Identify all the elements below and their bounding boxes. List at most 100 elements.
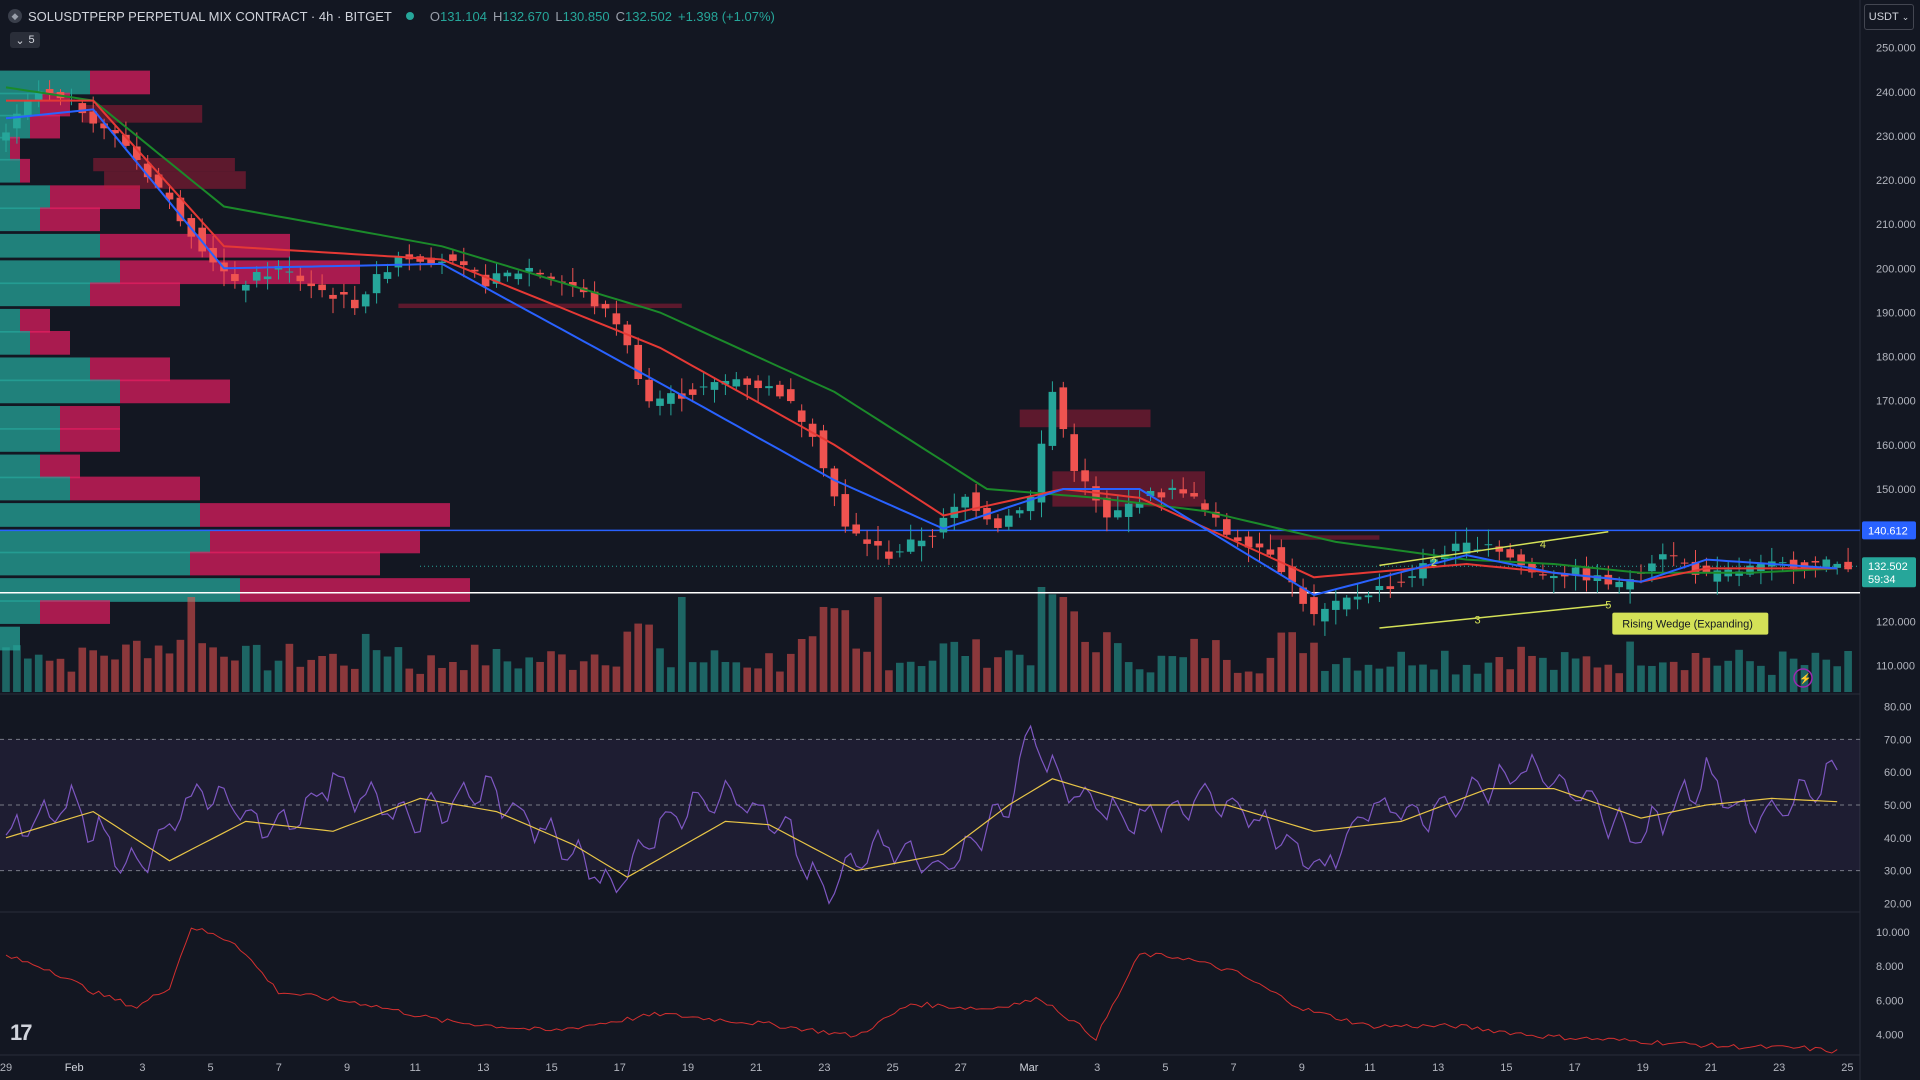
candle-body[interactable]	[667, 393, 675, 404]
candle-body[interactable]	[1059, 387, 1068, 430]
candle-body[interactable]	[1288, 566, 1297, 583]
candle-body[interactable]	[2, 132, 10, 141]
candle-body[interactable]	[765, 386, 773, 389]
candle-body[interactable]	[525, 267, 534, 272]
candle-body[interactable]	[1604, 574, 1613, 585]
candle-body[interactable]	[1124, 503, 1133, 517]
candle-body[interactable]	[459, 261, 468, 266]
candle-body[interactable]	[1299, 587, 1307, 604]
candle-body[interactable]	[1277, 547, 1286, 573]
candle-body[interactable]	[318, 284, 326, 291]
candle-body[interactable]	[34, 91, 43, 100]
candle-body[interactable]	[1822, 559, 1831, 567]
alert-lightning-icon[interactable]	[1793, 668, 1813, 688]
candle-body[interactable]	[612, 313, 621, 325]
candle-body[interactable]	[1190, 493, 1198, 497]
candle-body[interactable]	[699, 386, 708, 388]
symbol-header[interactable]: ◆ SOLUSDTPERP PERPETUAL MIX CONTRACT · 4…	[8, 6, 775, 26]
candle-body[interactable]	[1451, 543, 1460, 552]
candle-body[interactable]	[514, 273, 523, 280]
candle-body[interactable]	[841, 494, 850, 527]
candle-body[interactable]	[797, 410, 806, 422]
candle-body[interactable]	[165, 192, 174, 200]
candle-body[interactable]	[427, 257, 435, 264]
candle-body[interactable]	[1484, 544, 1493, 546]
candle-body[interactable]	[972, 492, 980, 511]
candle-body[interactable]	[754, 380, 762, 389]
candle-body[interactable]	[1212, 511, 1220, 518]
candle-body[interactable]	[198, 227, 207, 252]
candle-body[interactable]	[928, 535, 937, 537]
candle-body[interactable]	[1070, 434, 1079, 472]
candle-body[interactable]	[1517, 554, 1525, 566]
candle-body[interactable]	[78, 103, 87, 114]
candle-body[interactable]	[1015, 510, 1024, 514]
candle-body[interactable]	[481, 274, 490, 287]
candle-body[interactable]	[383, 272, 392, 279]
candle-body[interactable]	[1680, 562, 1689, 564]
candle-body[interactable]	[1658, 554, 1667, 560]
candle-body[interactable]	[470, 269, 479, 272]
candle-body[interactable]	[601, 304, 610, 309]
candle-body[interactable]	[1201, 503, 1209, 510]
candle-body[interactable]	[1375, 585, 1384, 591]
candle-body[interactable]	[1571, 567, 1580, 576]
candle-body[interactable]	[536, 272, 544, 275]
candle-body[interactable]	[1560, 573, 1569, 577]
candle-body[interactable]	[13, 113, 21, 129]
candle-body[interactable]	[1331, 600, 1340, 610]
candle-body[interactable]	[492, 273, 501, 284]
candle-body[interactable]	[1081, 470, 1089, 482]
candle-body[interactable]	[590, 291, 599, 307]
candle-body[interactable]	[296, 275, 305, 282]
candle-body[interactable]	[1691, 561, 1700, 575]
candle-body[interactable]	[786, 389, 795, 402]
candle-body[interactable]	[143, 163, 152, 178]
candle-body[interactable]	[176, 197, 185, 222]
candle-body[interactable]	[1669, 555, 1678, 557]
candle-body[interactable]	[863, 539, 871, 544]
candle-body[interactable]	[350, 299, 359, 309]
symbol-title[interactable]: SOLUSDTPERP PERPETUAL MIX CONTRACT · 4h …	[28, 8, 392, 24]
candle-body[interactable]	[568, 282, 577, 286]
candle-body[interactable]	[89, 111, 98, 124]
candle-body[interactable]	[329, 294, 337, 299]
candle-body[interactable]	[710, 382, 719, 390]
candle-body[interactable]	[252, 272, 261, 281]
currency-button[interactable]: USDT ⌄	[1864, 4, 1914, 30]
candle-body[interactable]	[1833, 563, 1842, 568]
candle-body[interactable]	[808, 423, 817, 437]
candle-body[interactable]	[449, 254, 457, 261]
candle-body[interactable]	[1255, 543, 1264, 548]
candle-body[interactable]	[1648, 563, 1656, 572]
candle-body[interactable]	[231, 274, 239, 282]
candle-body[interactable]	[1506, 549, 1515, 558]
candle-body[interactable]	[1757, 563, 1765, 572]
candle-body[interactable]	[1113, 510, 1122, 518]
wedge-lower-line[interactable]	[1379, 603, 1609, 629]
candle-body[interactable]	[1626, 579, 1634, 590]
candle-body[interactable]	[1462, 542, 1471, 554]
candle-body[interactable]	[1168, 487, 1177, 490]
candle-body[interactable]	[776, 384, 784, 397]
candle-body[interactable]	[1004, 515, 1013, 527]
candle-body[interactable]	[885, 551, 893, 559]
candle-body[interactable]	[241, 284, 250, 291]
candle-body[interactable]	[1222, 519, 1231, 535]
candle-body[interactable]	[1408, 576, 1416, 578]
candle-body[interactable]	[340, 291, 348, 295]
candle-body[interactable]	[1233, 537, 1242, 542]
candle-body[interactable]	[721, 380, 730, 385]
candle-body[interactable]	[1746, 565, 1754, 575]
indicators-collapse-button[interactable]: ⌄ 5	[10, 32, 40, 48]
candle-body[interactable]	[111, 130, 119, 134]
candle-body[interactable]	[1037, 443, 1046, 503]
candle-body[interactable]	[307, 283, 316, 287]
candle-body[interactable]	[961, 496, 970, 508]
candle-body[interactable]	[23, 101, 32, 117]
candle-body[interactable]	[122, 134, 130, 146]
candle-body[interactable]	[263, 276, 272, 280]
candle-body[interactable]	[1778, 562, 1787, 564]
candle-body[interactable]	[503, 272, 512, 277]
candle-body[interactable]	[874, 541, 882, 546]
